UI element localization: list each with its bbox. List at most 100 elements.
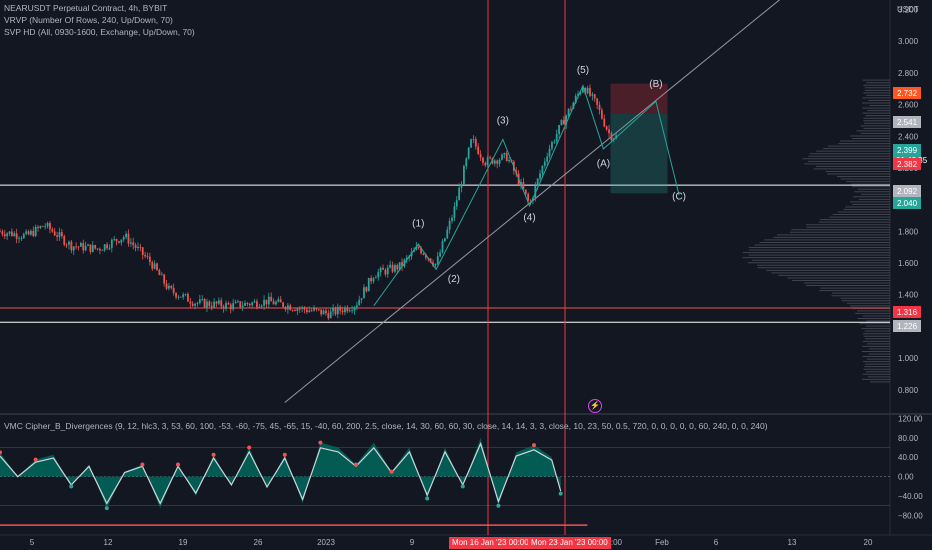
lightning-icon[interactable]: ⚡ [588, 399, 602, 413]
candle-body [175, 292, 177, 298]
candle-body [553, 141, 556, 143]
osc-dot [211, 452, 216, 457]
candle-body [215, 301, 218, 304]
candle-body [472, 139, 475, 140]
candle-body [0, 231, 1, 233]
candle-body [546, 156, 549, 162]
candle-body [51, 229, 54, 232]
candle-body [27, 231, 30, 235]
currency-label: USDT [897, 5, 919, 14]
candle-body [256, 301, 258, 308]
candle-body [386, 267, 389, 275]
candle-body [372, 278, 375, 282]
candle-body [498, 159, 501, 164]
candle-body [267, 296, 270, 305]
wave-label: (2) [448, 274, 460, 285]
candle-body [370, 277, 373, 282]
oscillator-legend[interactable]: VMC Cipher_B_Divergences (9, 12, hlc3, 3… [4, 421, 768, 431]
osc-dot [104, 506, 109, 511]
candle-body [453, 206, 456, 218]
vrvp-legend[interactable]: VRVP (Number Of Rows, 240, Up/Down, 70) [4, 15, 173, 25]
candle-body [417, 246, 420, 248]
price-tag-label: 2.382 [897, 160, 918, 169]
candle-body [458, 187, 461, 201]
svp-legend[interactable]: SVP HD (All, 0930-1600, Exchange, Up/Dow… [4, 27, 195, 37]
candle-body [355, 305, 358, 308]
candle-body [322, 310, 325, 315]
candle-body [139, 246, 142, 248]
symbol-legend[interactable]: NEARUSDT Perpetual Contract, 4h, BYBIT [4, 3, 168, 13]
time-tick-label: 6 [714, 538, 719, 547]
time-tick-label: 12:00 [602, 538, 623, 547]
candle-body [441, 241, 444, 253]
candle-body [439, 252, 442, 257]
candle-body [560, 119, 563, 126]
candle-body [413, 250, 415, 253]
candle-body [32, 230, 35, 236]
candle-body [137, 246, 139, 249]
candle-body [398, 262, 401, 270]
candle-body [158, 270, 161, 276]
candle-body [451, 217, 453, 221]
candle-body [600, 110, 603, 119]
osc-dot [460, 484, 465, 489]
candle-body [127, 233, 130, 244]
osc-dot [69, 484, 74, 489]
candle-body [479, 154, 482, 158]
candle-body [134, 245, 137, 249]
candle-body [589, 87, 591, 96]
price-tick-label: 1.400 [898, 291, 919, 300]
osc-dot [425, 496, 430, 501]
candle-body [60, 232, 63, 237]
candle-body [374, 277, 377, 279]
wave-label: (C) [672, 192, 686, 203]
candle-body [603, 118, 606, 127]
candle-body [163, 274, 166, 284]
candle-body [53, 231, 56, 236]
candle-body [103, 244, 106, 251]
candle-body [551, 141, 553, 149]
candle-body [108, 247, 111, 249]
candle-body [505, 153, 508, 162]
candle-body [353, 307, 356, 311]
candles [0, 84, 618, 321]
candle-body [144, 254, 147, 257]
candle-body [360, 298, 363, 300]
candle-body [465, 158, 468, 167]
time-tick-label: 26 [254, 538, 263, 547]
candle-body [56, 235, 58, 237]
price-tag-label: 2.541 [897, 118, 918, 127]
wave-label: (5) [577, 65, 589, 76]
osc-tick-label: 120.00 [898, 414, 923, 423]
candle-body [94, 245, 97, 249]
candle-body [327, 313, 330, 319]
candle-body [596, 98, 599, 105]
candle-body [120, 239, 123, 243]
candle-body [146, 256, 149, 258]
candle-body [522, 182, 525, 190]
price-tick-label: 1.000 [898, 354, 919, 363]
candle-body [565, 115, 568, 125]
volume-profile [742, 79, 890, 383]
candle-body [251, 302, 254, 306]
candle-body [263, 299, 265, 306]
time-tick-label: 20 [864, 538, 873, 547]
candle-body [96, 248, 99, 250]
candle-body [132, 242, 135, 246]
candle-body [346, 307, 349, 312]
wave-label: (4) [523, 212, 535, 223]
candle-body [177, 296, 180, 298]
candle-body [15, 233, 18, 239]
candle-body [448, 220, 451, 230]
osc-dot [558, 491, 563, 496]
candle-body [367, 277, 370, 292]
candle-body [501, 154, 503, 160]
candle-body [491, 158, 494, 164]
candle-body [529, 200, 532, 202]
candle-body [577, 93, 580, 96]
price-tick-label: 2.800 [898, 69, 919, 78]
candle-body [106, 244, 108, 249]
candle-body [562, 119, 565, 125]
candle-body [232, 303, 235, 310]
